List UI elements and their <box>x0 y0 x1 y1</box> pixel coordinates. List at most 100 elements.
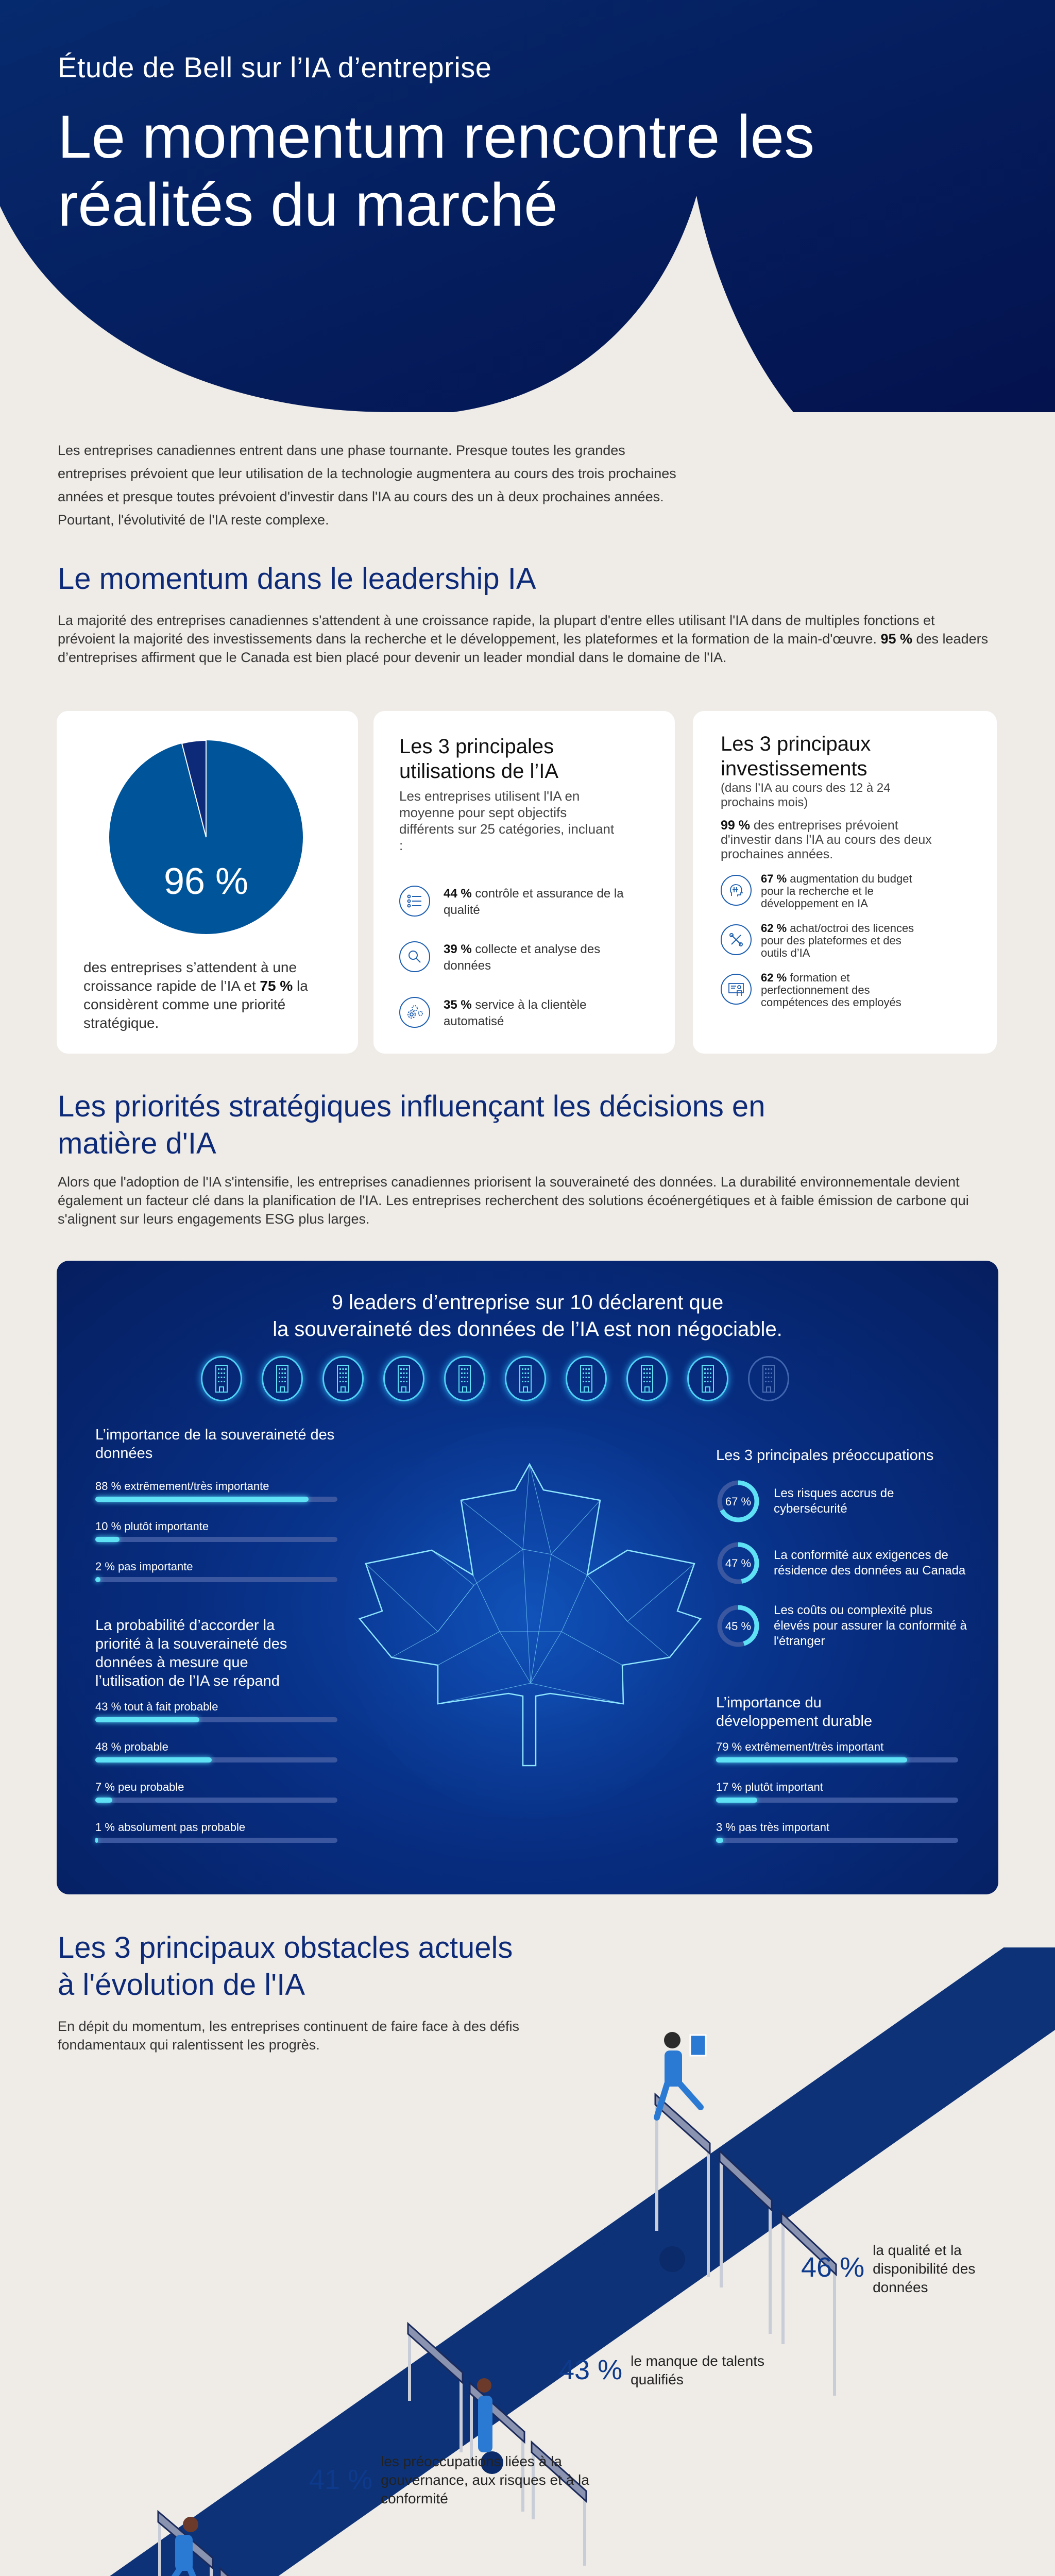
obstacles-heading-line2: à l'évolution de l'IA <box>58 1968 305 2002</box>
building-icon-dimmed <box>748 1356 789 1401</box>
sovereignty-bar: 10 % plutôt importante <box>95 1519 343 1542</box>
sovereignty-title: L’importance de la souveraineté des donn… <box>95 1427 335 1462</box>
building-icon <box>201 1356 242 1401</box>
investment-text: achat/octroi des licences pour des plate… <box>761 922 914 959</box>
bar-label: 1 % absolument pas probable <box>95 1821 246 1834</box>
leaders-building-icons <box>201 1356 789 1401</box>
priorities-heading-line1: Les priorités stratégiques influençant l… <box>58 1090 765 1123</box>
obstacle-text: la qualité et la disponibilité des donné… <box>873 2242 976 2295</box>
priorities-paragraph: Alors que l'adoption de l'IA s'intensifi… <box>58 1174 969 1227</box>
search-icon <box>399 941 430 972</box>
bar-fill <box>95 1497 309 1502</box>
bar-fill <box>95 1577 100 1582</box>
bar-label: 17 % plutôt important <box>716 1781 823 1793</box>
pie-caption-text-post: la considèrent comme une priorité straté… <box>83 978 308 1031</box>
ai-use-item: 44 % contrôle et assurance de la qualité <box>399 886 649 919</box>
leadership-heading: Le momentum dans le leadership IA <box>58 562 536 596</box>
report-subtitle: Étude de Bell sur l’IA d’entreprise <box>58 51 492 83</box>
bar-fill <box>95 1757 212 1762</box>
page-title: Le momentum rencontre les réalités du ma… <box>58 103 985 239</box>
svg-text:47 %: 47 % <box>725 1557 751 1570</box>
bar-fill <box>716 1798 757 1803</box>
investments-subtitle: (dans l’IA au cours des 12 à 24 prochain… <box>721 781 891 809</box>
building-icon <box>626 1356 668 1401</box>
obstacle-pct: 43 % <box>559 2354 623 2385</box>
concern-item: 47 % La conformité aux exigences de rési… <box>716 1541 974 1585</box>
ai-uses-card: Les 3 principales utilisations de l’IA L… <box>373 711 675 1054</box>
bar-label: 7 % peu probable <box>95 1781 184 1793</box>
bar-label: 79 % extrêmement/très important <box>716 1740 884 1753</box>
concern-text: Les risques accrus de cybersécurité <box>774 1486 894 1516</box>
bar-label: 43 % tout à fait probable <box>95 1700 218 1713</box>
obstacle-pct: 41 % <box>309 2464 373 2495</box>
page-title-line2: réalités du marché <box>58 171 558 239</box>
bar-label: 10 % plutôt importante <box>95 1520 209 1533</box>
investment-pct: 62 % <box>761 922 787 935</box>
probability-title: La probabilité d’accorder la priorité à … <box>95 1617 287 1689</box>
intro-paragraph: Les entreprises canadiennes entrent dans… <box>58 443 676 528</box>
investments-lead-text: des entreprises prévoient d'investir dan… <box>721 818 932 861</box>
concern-text: Les coûts ou complexité plus élevés pour… <box>774 1603 967 1648</box>
donut-chart: 47 % <box>717 1542 759 1584</box>
use-text: collecte et analyse des données <box>444 942 601 973</box>
building-icon <box>262 1356 303 1401</box>
leadership-text-post: des leaders d’entreprises affirment que … <box>58 631 989 665</box>
investment-pct: 67 % <box>761 872 787 885</box>
pie-caption-stat: 75 % <box>260 978 293 994</box>
bar-label: 2 % pas importante <box>95 1560 193 1573</box>
ai-use-item: 35 % service à la clientèle automatisé <box>399 997 649 1030</box>
probability-bar: 48 % probable <box>95 1740 343 1762</box>
sovereignty-importance-block: L’importance de la souveraineté des donn… <box>95 1426 343 1600</box>
sovereignty-probability-block: La probabilité d’accorder la priorité à … <box>95 1616 343 1860</box>
panel-headline: 9 leaders d’entreprise sur 10 déclarent … <box>57 1289 998 1343</box>
bar-fill <box>716 1838 724 1843</box>
probability-bar: 1 % absolument pas probable <box>95 1820 343 1843</box>
bar-fill <box>716 1757 908 1762</box>
ai-head-icon <box>721 875 752 906</box>
investments-lead-stat: 99 % <box>721 818 750 833</box>
hero-banner <box>0 0 1055 412</box>
pie-caption-text: des entreprises s’attendent à une croiss… <box>83 959 297 994</box>
sustainability-bar: 79 % extrêmement/très important <box>716 1740 974 1762</box>
sustainability-bar: 3 % pas très important <box>716 1820 974 1843</box>
sovereignty-bar: 2 % pas importante <box>95 1560 343 1582</box>
use-pct: 35 % <box>444 998 472 1012</box>
sustainability-block: L’importance du développement durable 79… <box>716 1693 974 1860</box>
obstacle-stat-talent: 43 % le manque de talents qualifiés <box>559 2352 801 2389</box>
bar-fill <box>95 1717 200 1722</box>
investments-lead: 99 % des entreprises prévoient d'investi… <box>721 818 937 861</box>
sovereignty-panel: 9 leaders d’entreprise sur 10 déclarent … <box>57 1261 998 1894</box>
ai-uses-title: Les 3 principales utilisations de l’IA <box>399 735 559 783</box>
concern-item: 67 % Les risques accrus de cybersécurité <box>716 1479 974 1523</box>
panel-headline-line1: 9 leaders d’entreprise sur 10 déclarent … <box>331 1291 724 1314</box>
obstacle-text: le manque de talents qualifiés <box>631 2353 765 2387</box>
concerns-title: Les 3 principales préoccupations <box>716 1447 934 1464</box>
svg-text:67 %: 67 % <box>725 1495 751 1508</box>
hurdles-illustration <box>110 1947 1055 2576</box>
bar-fill <box>95 1537 120 1542</box>
svg-text:45 %: 45 % <box>725 1620 751 1633</box>
obstacle-pct: 46 % <box>801 2252 865 2283</box>
bar-label: 3 % pas très important <box>716 1821 830 1834</box>
concern-text: La conformité aux exigences de résidence… <box>774 1548 966 1578</box>
donut-chart: 45 % <box>717 1605 759 1647</box>
investment-item: 62 % achat/octroi des licences pour des … <box>721 922 969 959</box>
building-icon <box>322 1356 364 1401</box>
ai-use-item: 39 % collecte et analyse des données <box>399 941 649 974</box>
bar-fill <box>95 1838 98 1843</box>
bar-fill <box>95 1798 112 1803</box>
use-text: contrôle et assurance de la qualité <box>444 887 624 917</box>
tools-icon <box>721 924 752 955</box>
building-icon <box>687 1356 728 1401</box>
pie-caption: des entreprises s’attendent à une croiss… <box>83 958 326 1032</box>
sovereignty-bar: 88 % extrêmement/très importante <box>95 1479 343 1502</box>
top-concerns-block: Les 3 principales préoccupations 67 % Le… <box>716 1446 974 1667</box>
investment-text: formation et perfectionnement des compét… <box>761 971 901 1009</box>
pie-value-label: 96 % <box>163 861 249 902</box>
checklist-icon <box>399 886 430 917</box>
leadership-stat: 95 % <box>880 631 912 647</box>
obstacle-stat-data-quality: 46 % la qualité et la disponibilité des … <box>801 2241 996 2297</box>
sustainability-bar: 17 % plutôt important <box>716 1780 974 1803</box>
use-text: service à la clientèle automatisé <box>444 998 587 1028</box>
priorities-heading: Les priorités stratégiques influençant l… <box>58 1088 985 1162</box>
